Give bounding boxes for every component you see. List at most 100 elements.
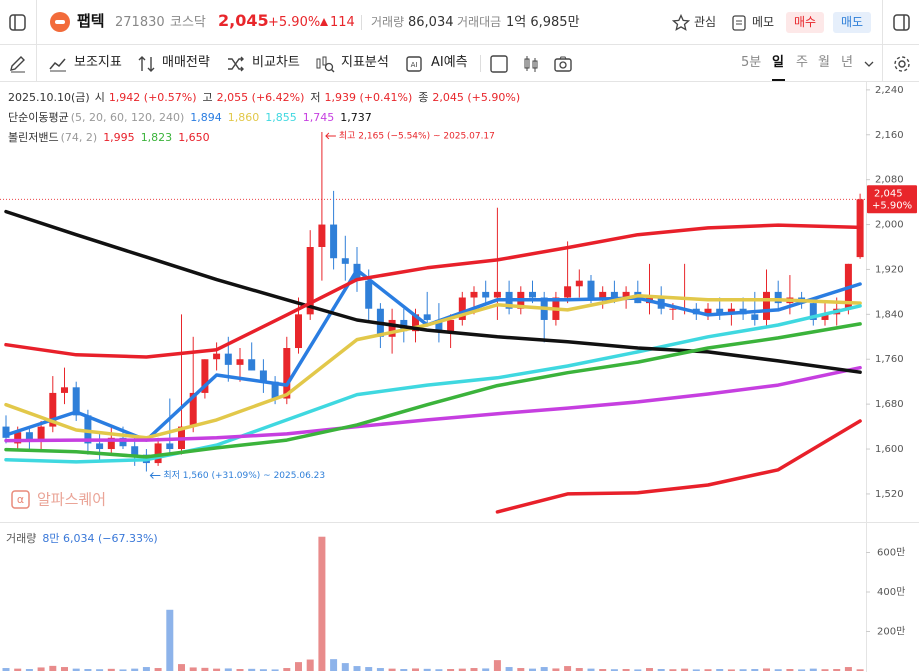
volume-bar [482, 668, 490, 671]
candle-body [470, 291, 478, 298]
info-line: 2025.10.10(금) 시 1,942 (+0.57%) 고 2,055 (+6.4… [8, 91, 520, 104]
indicator-line [4, 294, 862, 440]
candle-body [271, 381, 279, 399]
candle-icon[interactable] [521, 54, 541, 74]
candle-body [283, 348, 291, 399]
volume-label: 거래량 [371, 15, 405, 29]
candle-body [458, 297, 466, 320]
bb-value: 1,823 [141, 131, 173, 144]
divider [36, 0, 37, 45]
tool[interactable]: AI예측 [431, 55, 468, 70]
y-tick-label: 2,080 [875, 175, 904, 186]
candle-body [493, 291, 501, 298]
chevron-icon[interactable] [864, 59, 874, 69]
active-underline [772, 79, 785, 81]
strategy-icon[interactable] [137, 54, 157, 74]
candle-body [716, 308, 724, 315]
candle-body [774, 291, 782, 304]
camera-icon[interactable] [553, 54, 573, 74]
date: 2025.10.10(금) [8, 91, 90, 104]
stock-name: 팹텍 [77, 12, 105, 30]
volume-bar [493, 660, 501, 671]
candle-body [213, 353, 221, 360]
volume-bar [763, 668, 770, 671]
volume-bar [610, 669, 618, 671]
ohlc-label: 저 [310, 91, 320, 104]
watermark: α 알파스퀘어 [11, 490, 106, 509]
volume-tick-label: 600만 [877, 547, 905, 559]
square-icon[interactable] [489, 54, 509, 74]
bb-label: 볼린저밴드 [8, 131, 59, 144]
volume-bar [412, 668, 419, 671]
volume-bar [821, 669, 829, 671]
candle-body [435, 319, 443, 332]
price: 2,045 [218, 11, 269, 30]
volume-bar [119, 669, 127, 671]
ma-value: 1,745 [303, 111, 335, 124]
stock-code: 271830 [115, 15, 165, 30]
candle-body [236, 359, 244, 365]
candle-body [72, 387, 80, 416]
candle-body [318, 224, 326, 247]
ohlc-value: 2,055 (+6.42%) [217, 91, 305, 104]
indicator-icon[interactable] [48, 55, 68, 73]
sidebar-icon[interactable] [8, 13, 28, 33]
price-panel: 최고 2,165 (−5.54%) ~ 2025.07.17 최저 1,560 (… [0, 130, 866, 514]
candle-body [201, 359, 209, 393]
period-active[interactable]: 일 [772, 55, 784, 70]
ohlc-label: 고 [203, 91, 213, 104]
tool[interactable]: 매매전략 [162, 55, 210, 70]
volume-tick-label: 200만 [877, 626, 905, 638]
compare-icon[interactable] [226, 54, 246, 74]
memo-icon[interactable] [731, 14, 747, 32]
period[interactable]: 5분 [741, 55, 762, 70]
volume-bar [49, 665, 57, 671]
volume-bar [786, 669, 794, 671]
tool[interactable]: 지표분석 [341, 55, 389, 70]
tool[interactable]: 보조지표 [74, 55, 122, 70]
volume-bar [295, 662, 302, 671]
candle-body [96, 443, 104, 450]
period[interactable]: 주 [796, 55, 808, 70]
ohlc-value: 1,939 (+0.41%) [325, 91, 413, 104]
candle-body [575, 280, 583, 287]
period[interactable]: 년 [841, 55, 853, 70]
volume-bar [833, 669, 841, 671]
sell-button[interactable]: 매도 [833, 12, 871, 33]
analysis-icon[interactable] [314, 54, 336, 74]
y-tick-label: 1,840 [875, 309, 904, 320]
gear-icon[interactable] [892, 54, 912, 74]
bb-line: 볼린저밴드 (74, 2) 1,995 1,823 1,650 [8, 131, 210, 144]
volume-bar [517, 668, 525, 671]
volume-bar [657, 669, 665, 671]
volume-bar [189, 667, 197, 671]
volume-bar [330, 659, 338, 671]
candle-body [25, 432, 33, 441]
volume-bar [283, 668, 291, 671]
candle-body [610, 291, 618, 298]
period[interactable]: 월 [818, 55, 830, 70]
candle-body [447, 319, 455, 332]
candle-body [388, 319, 396, 337]
buy-button[interactable]: 매수 [786, 12, 824, 33]
amount-label: 거래대금 [457, 15, 502, 29]
memo-button[interactable]: 메모 [752, 15, 775, 29]
y-tick-label: 2,160 [875, 130, 904, 141]
candle-body [669, 308, 677, 310]
tool[interactable]: 비교차트 [252, 55, 300, 70]
indicator-line [4, 365, 862, 443]
volume-bar [84, 669, 92, 671]
volume-bar [341, 663, 349, 671]
volume-bar [669, 669, 677, 671]
star-icon[interactable] [672, 14, 690, 32]
volume-bar [575, 668, 583, 671]
volume-bar [271, 669, 279, 671]
pen-icon[interactable] [8, 54, 28, 74]
watch-button[interactable]: 관심 [694, 15, 717, 29]
panel-icon[interactable] [892, 13, 912, 33]
chart: 최고 2,165 (−5.54%) ~ 2025.07.17 최저 1,560 (… [0, 82, 919, 672]
candle-body [131, 446, 139, 455]
candle-body [482, 291, 490, 298]
ai-icon[interactable]: AI [404, 54, 424, 74]
volume-bar [400, 669, 408, 671]
